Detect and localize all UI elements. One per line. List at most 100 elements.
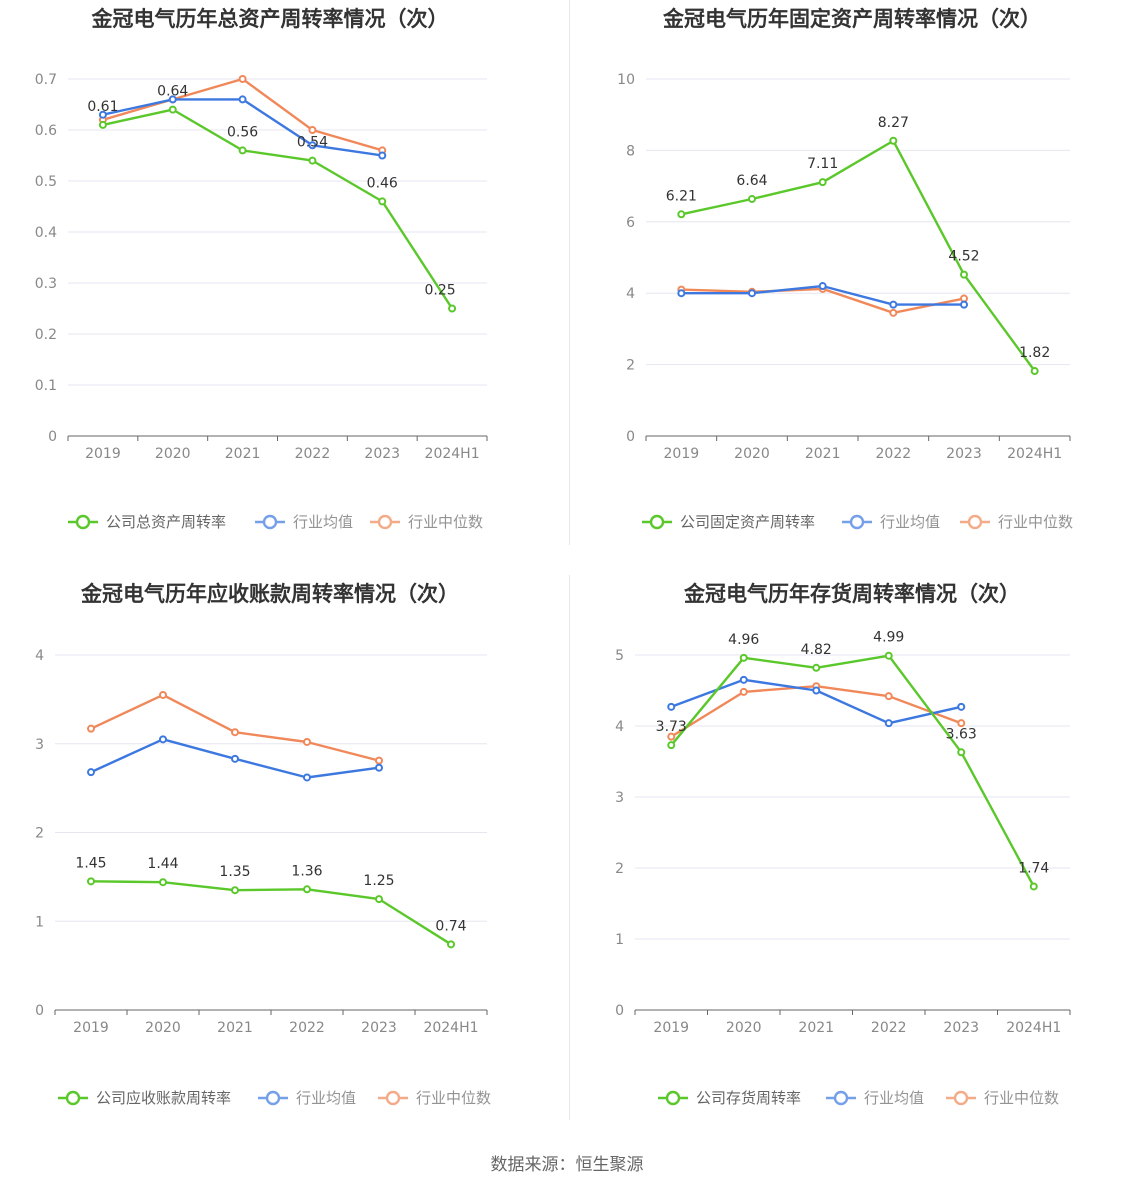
data-point-avg — [159, 735, 167, 744]
chart-title: 金冠电气历年总资产周转率情况（次） — [91, 7, 449, 31]
legend-item-median[interactable]: 行业中位数 — [946, 1089, 1059, 1107]
legend-label: 行业均值 — [296, 1089, 356, 1107]
chart-title: 金冠电气历年存货周转率情况（次） — [683, 582, 1020, 606]
data-label: 4.52 — [948, 249, 979, 265]
data-point-median — [159, 690, 167, 699]
y-tick-label: 0.5 — [35, 174, 57, 190]
y-tick-label: 1 — [615, 932, 624, 948]
legend-marker-icon — [377, 514, 393, 530]
data-point-company — [677, 210, 686, 219]
data-label: 1.82 — [1019, 345, 1050, 361]
x-tick-label: 2023 — [364, 446, 400, 462]
legend-item-company[interactable]: 公司总资产周转率 — [68, 513, 226, 531]
chart-fixed-asset-turnover: 金冠电气历年固定资产周转率情况（次） 0 2 4 6 8 10 2019 2020 2021 202… — [617, 7, 1073, 531]
legend-marker-icon — [65, 1090, 81, 1106]
x-tick-label: 2021 — [805, 446, 841, 462]
data-point-company — [960, 270, 968, 279]
data-point-avg — [677, 289, 686, 298]
x-tick-label: 2019 — [653, 1020, 689, 1036]
data-label: 0.56 — [227, 124, 258, 140]
data-point-company — [447, 940, 455, 949]
x-tick-label: 2021 — [798, 1020, 834, 1036]
data-point-company — [812, 663, 821, 672]
y-tick-label: 0.7 — [35, 72, 57, 88]
series-line-company — [90, 880, 452, 946]
data-label: 4.99 — [873, 630, 904, 646]
legend-label: 公司应收账款周转率 — [96, 1089, 231, 1107]
data-point-median — [667, 732, 676, 741]
data-label: 4.96 — [728, 632, 759, 648]
data-point-avg — [748, 289, 756, 298]
x-tick-label: 2023 — [946, 446, 982, 462]
x-tick-label: 2019 — [73, 1020, 109, 1036]
data-point-company — [238, 146, 247, 155]
data-point-company — [748, 194, 756, 203]
data-source: 数据来源：恒生聚源 — [490, 1155, 644, 1175]
data-label: 0.54 — [297, 135, 328, 151]
x-tick-label: 2024H1 — [425, 446, 480, 462]
x-tick-label: 2019 — [664, 446, 700, 462]
legend-item-avg[interactable]: 行业均值 — [255, 513, 353, 531]
data-point-company — [667, 741, 676, 750]
legend-label: 行业中位数 — [998, 513, 1073, 531]
data-label: 1.45 — [75, 855, 106, 871]
data-point-avg — [889, 300, 898, 309]
data-label: 1.44 — [147, 856, 178, 872]
y-tick-label: 8 — [626, 143, 635, 159]
y-tick-label: 4 — [626, 286, 635, 302]
data-label: 0.25 — [424, 283, 455, 299]
legend-marker-icon — [265, 1090, 281, 1106]
data-label: 6.64 — [736, 173, 767, 189]
data-point-median — [308, 126, 317, 134]
data-point-avg — [378, 151, 387, 160]
y-tick-label: 10 — [617, 72, 635, 88]
y-tick-label: 2 — [35, 826, 44, 842]
data-point-company — [375, 895, 383, 904]
data-point-company — [1029, 882, 1038, 891]
legend-item-avg[interactable]: 行业均值 — [258, 1089, 356, 1107]
y-tick-label: 0.1 — [35, 378, 57, 394]
data-point-company — [303, 885, 311, 894]
x-tick-label: 2020 — [734, 446, 770, 462]
y-tick-label: 4 — [615, 719, 624, 735]
legend-item-median[interactable]: 行业中位数 — [960, 513, 1073, 531]
data-point-avg — [884, 719, 893, 728]
data-point-company — [818, 178, 827, 187]
data-point-median — [303, 737, 311, 746]
legend-label: 行业均值 — [864, 1089, 924, 1107]
chart-title: 金冠电气历年应收账款周转率情况（次） — [80, 582, 459, 606]
legend-item-median[interactable]: 行业中位数 — [370, 513, 483, 531]
legend-item-company[interactable]: 公司存货周转率 — [658, 1089, 801, 1107]
data-point-median — [957, 719, 966, 728]
data-label: 3.73 — [656, 719, 687, 735]
legend-marker-icon — [967, 514, 983, 530]
data-point-avg — [812, 686, 821, 695]
vertical-divider-bottom — [569, 575, 570, 1120]
x-tick-label: 2020 — [145, 1020, 181, 1036]
legend-marker-icon — [849, 514, 865, 530]
data-point-median — [739, 687, 748, 696]
data-point-company — [231, 886, 239, 895]
data-point-avg — [87, 768, 95, 777]
data-point-company — [889, 136, 898, 145]
legend-item-company[interactable]: 公司固定资产周转率 — [642, 513, 815, 531]
legend-item-avg[interactable]: 行业均值 — [842, 513, 940, 531]
legend-item-company[interactable]: 公司应收账款周转率 — [58, 1089, 231, 1107]
legend-item-median[interactable]: 行业中位数 — [378, 1089, 491, 1107]
y-tick-label: 0 — [626, 429, 635, 445]
legend-marker-icon — [649, 514, 665, 530]
data-point-company — [168, 105, 177, 114]
data-point-company — [159, 878, 167, 887]
data-point-avg — [308, 141, 317, 150]
data-point-company — [739, 653, 748, 662]
chart-total-asset-turnover: 金冠电气历年总资产周转率情况（次） 0 0.1 0.2 0.3 0.4 0.5 0.6 0.7 2… — [35, 7, 488, 531]
data-label: 0.64 — [157, 84, 188, 100]
data-label: 1.36 — [291, 863, 322, 879]
legend-item-avg[interactable]: 行业均值 — [826, 1089, 924, 1107]
data-point-company — [308, 156, 317, 165]
x-tick-label: 2022 — [295, 446, 331, 462]
legend-label: 公司存货周转率 — [696, 1089, 801, 1107]
chart-receivables-turnover: 金冠电气历年应收账款周转率情况（次） 0 1 2 3 4 2019 2020 2021 2022 2… — [35, 582, 491, 1107]
data-label: 3.63 — [946, 726, 977, 742]
data-point-avg — [960, 300, 968, 309]
